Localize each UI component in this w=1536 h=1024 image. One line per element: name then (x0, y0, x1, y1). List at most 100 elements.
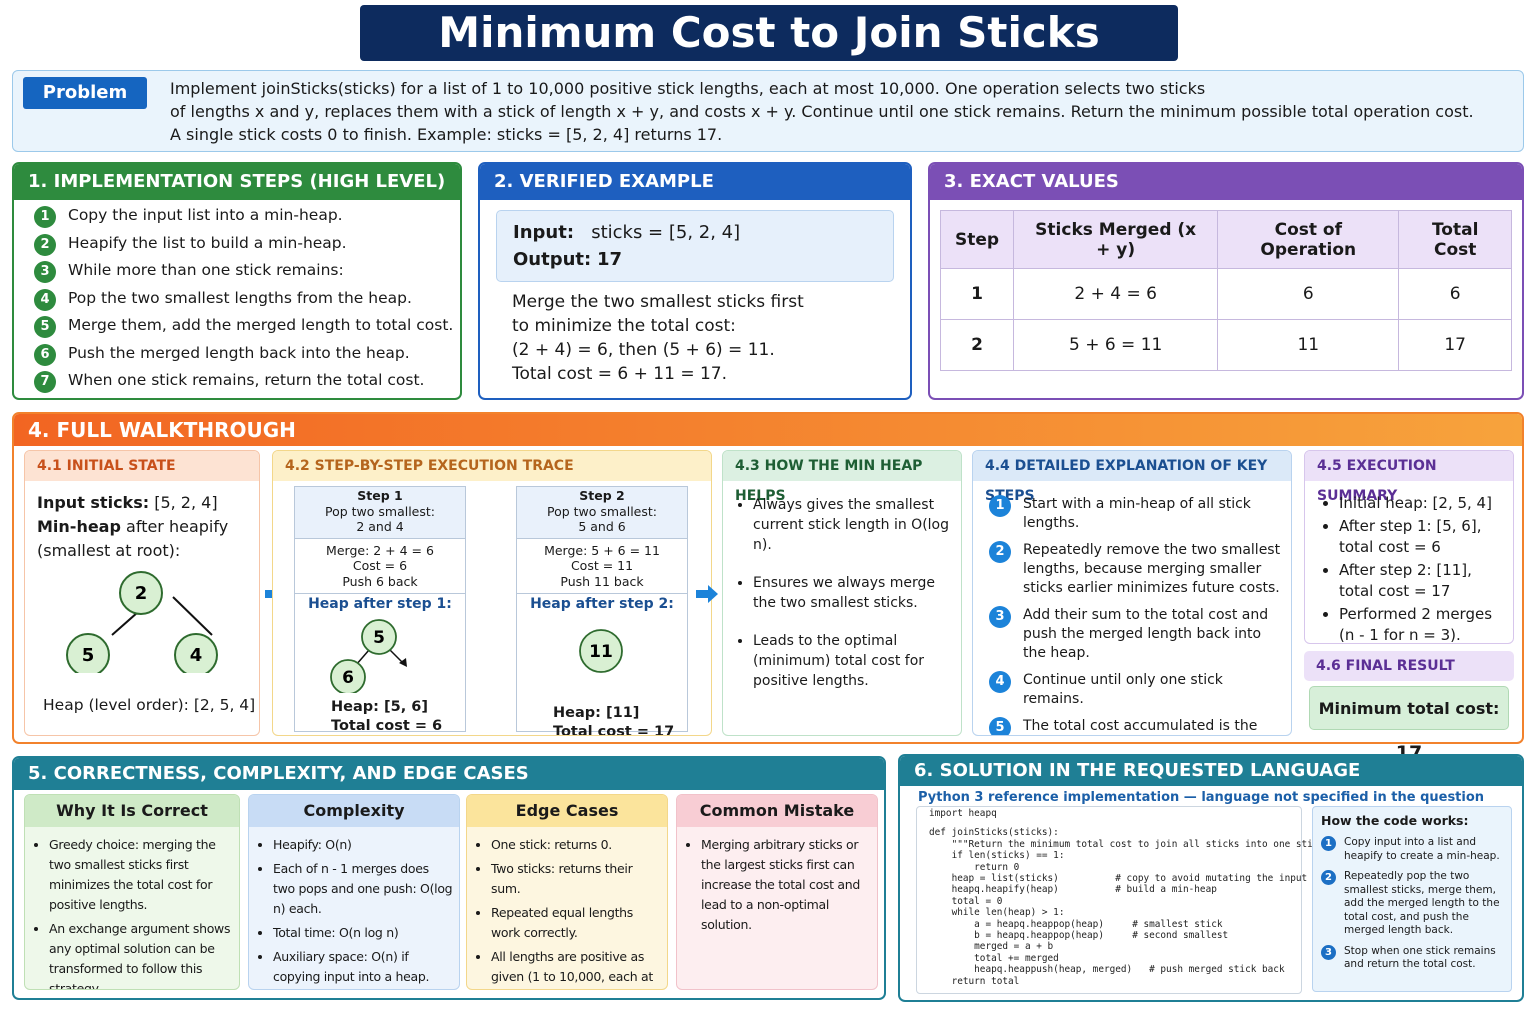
example-line: (2 + 4) = 6, then (5 + 6) = 11. (512, 340, 775, 360)
code-line: heapq.heappush(heap, merged) # push merg… (929, 964, 1285, 976)
section-title: 2. VERIFIED EXAMPLE (480, 164, 910, 200)
bullet: Repeated equal lengths work correctly. (491, 903, 661, 943)
step-op: Cost = 11 (570, 558, 634, 573)
code-line: """Return the minimum total cost to join… (929, 838, 1347, 850)
step-number: 4 (989, 671, 1011, 693)
bullet: After step 1: [5, 6], total cost = 6 (1339, 516, 1507, 558)
card-title: Edge Cases (467, 795, 667, 827)
how-box: How the code works: 1 Copy input into a l… (1312, 806, 1512, 992)
bullet: Leads to the optimal (minimum) total cos… (753, 631, 953, 691)
step-title: Step 2 (579, 488, 625, 503)
subsection-title: 4.3 HOW THE MIN HEAP HELPS (723, 451, 961, 504)
total-cost: Total cost = 17 (553, 724, 675, 736)
card: Common Mistake Merging arbitrary sticks o… (676, 794, 878, 990)
initial-state: 4.1 INITIAL STATE Input sticks: [5, 2, 4… (24, 450, 260, 736)
bullet: Ensures we always merge the two smallest… (753, 573, 953, 613)
section-title: 6. SOLUTION IN THE REQUESTED LANGUAGE (900, 756, 1522, 786)
code-line: return 0 (929, 861, 1020, 873)
step-op: Push 6 back (342, 573, 418, 589)
step-text: Repeatedly pop the two smallest sticks, … (1344, 870, 1500, 936)
step-text: Pop the two smallest lengths from the he… (68, 288, 412, 307)
table-cell: 2 + 4 = 6 (1013, 268, 1219, 320)
bullet: Initial heap: [2, 5, 4] (1339, 493, 1507, 514)
arrow-head (399, 657, 407, 667)
node-label: 11 (589, 642, 613, 662)
label: Min-heap (37, 517, 121, 536)
bullet: Total time: O(n log n) (273, 923, 453, 943)
how-step: 2 Repeatedly pop the two smallest sticks,… (1321, 870, 1505, 938)
section-title: 5. CORRECTNESS, COMPLEXITY, AND EDGE CAS… (14, 758, 884, 790)
step-title: Step 1 (357, 488, 403, 503)
table-cell: 5 + 6 = 11 (1013, 319, 1219, 371)
table-cell: 6 (1217, 268, 1400, 320)
problem-line: of lengths x and y, replaces them with a… (170, 102, 1474, 121)
input-label: Input: (513, 222, 575, 243)
step: 2 Heapify the list to build a min-heap. (34, 233, 460, 256)
step-number: 4 (34, 288, 56, 311)
bullet: After step 2: [11], total cost = 17 (1339, 560, 1507, 602)
explain-step: 1 Start with a min-heap of all stick leng… (989, 495, 1281, 533)
bullet: An exchange argument shows any optimal s… (49, 919, 233, 989)
value: [5, 2, 4] (154, 493, 218, 512)
code-line: b = heapq.heappop(heap) # second smalles… (929, 930, 1229, 942)
step-op: Merge: 2 + 4 = 6 (326, 542, 434, 558)
explain-step: 5 The total cost accumulated is the minim… (989, 717, 1281, 735)
subsection-title: 4.5 EXECUTION SUMMARY (1305, 451, 1513, 504)
code-line: merged = a + b (929, 941, 1054, 953)
step-number: 5 (989, 717, 1011, 735)
step: 6 Push the merged length back into the he… (34, 343, 460, 366)
heap-title: Heap after step 1: (308, 596, 452, 612)
min-heap-help: 4.3 HOW THE MIN HEAP HELPS Always gives … (722, 450, 962, 736)
section-title: 3. EXACT VALUES (930, 164, 1522, 200)
step-text: Copy the input list into a min-heap. (68, 206, 343, 224)
subtitle: Python 3 reference implementation — lang… (918, 790, 1485, 805)
execution-summary: 4.5 EXECUTION SUMMARY Initial heap: [2, … (1304, 450, 1514, 644)
step-text: Copy input into a list and heapify to cr… (1344, 836, 1500, 862)
bullet: Always gives the smallest current stick … (753, 495, 953, 555)
step-text: Start with a min-heap of all stick lengt… (1023, 496, 1251, 531)
header-cell: Cost of Operation (1217, 210, 1400, 269)
trace-step: Step 1 Pop two smallest: 2 and 4 Merge: 2 +… (294, 486, 466, 734)
step-number: 3 (989, 606, 1011, 628)
subsection-title: 4.6 FINAL RESULT (1304, 651, 1514, 681)
values-table: Step Sticks Merged (x + y) Cost of Operati… (939, 210, 1512, 371)
step-op: Merge: 5 + 6 = 11 (544, 542, 660, 558)
step-number: 2 (34, 233, 56, 256)
header-cell: Sticks Merged (x + y) (1013, 210, 1219, 269)
section-title: 1. IMPLEMENTATION STEPS (HIGH LEVEL) (14, 164, 460, 200)
code-line: return total (929, 975, 1020, 987)
problem-box: Problem Implement joinSticks(sticks) for… (12, 70, 1524, 152)
bullet: Performed 2 merges (n - 1 for n = 3). (1339, 604, 1507, 643)
card-title: Complexity (249, 795, 459, 827)
step-header: Step 1 Pop two smallest: 2 and 4 (295, 487, 465, 539)
subsection-title: 4.4 DETAILED EXPLANATION OF KEY STEPS (973, 451, 1291, 504)
label: Input sticks: (37, 493, 150, 512)
heap-state: Heap: [5, 6] (331, 699, 428, 715)
header-cell: Step (939, 210, 1015, 269)
subsection-title: 4.2 STEP-BY-STEP EXECUTION TRACE (273, 451, 711, 481)
bullet: Auxiliary space: O(n) if copying input i… (273, 947, 453, 987)
step: 3 While more than one stick remains: (34, 261, 460, 283)
step-pop: Pop two smallest: (324, 503, 435, 519)
code-line: heapq.heapify(heap) # build a min-heap (929, 884, 1217, 896)
table-cell: 11 (1217, 319, 1400, 371)
step-pop: 2 and 4 (356, 519, 404, 534)
heap-tree: 11 (579, 628, 623, 673)
code-line: def joinSticks(sticks): (929, 827, 1059, 839)
how-title: How the code works: (1321, 813, 1469, 828)
trace-step: Step 2 Pop two smallest: 5 and 6 Merge: 5 +… (516, 486, 688, 735)
step: 5 Merge them, add the merged length to to… (34, 316, 460, 338)
output-label: Output: (513, 249, 592, 270)
node (66, 633, 110, 673)
example-line: to minimize the total cost: (512, 316, 736, 336)
explain-step: 2 Repeatedly remove the two smallest leng… (989, 541, 1281, 598)
step-text: The total cost accumulated is the minimu… (1023, 718, 1258, 734)
heap-title: Heap after step 2: (530, 596, 674, 612)
step-op: Push 11 back (560, 573, 644, 589)
step-ops: Merge: 5 + 6 = 11 Cost = 11 Push 11 back (517, 539, 687, 594)
card-title: Why It Is Correct (25, 795, 239, 827)
